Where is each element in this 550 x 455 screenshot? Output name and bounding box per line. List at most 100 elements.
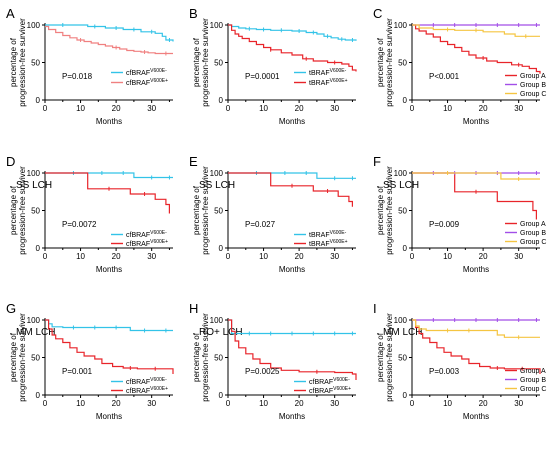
x-tick-label: 30 [514,399,523,408]
panel-letter: H [189,301,198,316]
series-line-0 [412,319,541,374]
y-tick-label: 0 [403,96,408,105]
series-line-1 [45,319,174,374]
y-axis-label: percentage ofprogression-free surviver [376,166,394,255]
x-tick-label: 10 [259,104,268,113]
series-line-0 [45,172,173,179]
y-tick-label: 0 [219,391,224,400]
legend-name: Group C [520,91,546,98]
panel-subtitle: SS LCH [383,180,419,191]
x-tick-label: 0 [226,252,231,261]
y-axis-label-line: percentage of [9,332,18,382]
p-value: P=0.009 [429,220,460,229]
series-line-1 [45,172,170,214]
legend-superscript: V600E+ [330,78,348,84]
x-tick-label: 30 [147,252,156,261]
legend-superscript: V600E- [150,377,167,383]
legend-name: Group A [520,368,546,375]
legend-label: cfBRAFV600E- [126,377,167,386]
y-tick-label: 50 [398,354,407,363]
y-axis-label-line: progression-free surviver [385,18,394,107]
legend-label: Group B [520,377,546,384]
legend-superscript: V600E- [150,230,167,236]
panel-letter: D [6,154,15,169]
legend-label: Group C [520,91,546,98]
y-axis-label-line: percentage of [9,185,18,235]
y-axis-label-line: percentage of [192,37,201,87]
y-axis-label: percentage ofprogression-free surviver [9,166,27,255]
legend-name: tBRAF [309,232,330,239]
legend-label: cfBRAFV600E+ [126,386,168,395]
y-axis-label-line: percentage of [9,37,18,87]
legend-name: cfBRAF [126,80,150,87]
x-tick-label: 0 [410,104,415,113]
x-tick-label: 30 [330,399,339,408]
y-axis-label: percentage ofprogression-free surviver [9,313,27,402]
x-tick-label: 0 [226,399,231,408]
x-tick-label: 20 [112,252,121,261]
y-tick-label: 100 [210,316,224,325]
series-line-0 [412,172,537,220]
legend-label: cfBRAFV600E+ [309,386,351,395]
legend-name: cfBRAF [309,379,333,386]
series-line-1 [228,24,357,72]
p-value: P<0.001 [429,72,460,81]
y-tick-label: 100 [394,316,408,325]
legend-label: Group A [520,73,546,80]
legend-label: Group B [520,82,546,89]
legend-superscript: V600E- [150,68,167,74]
x-axis-label: Months [279,265,305,274]
legend-label: Group C [520,386,546,393]
panel-letter: E [189,154,198,169]
y-tick-label: 100 [394,21,408,30]
y-axis-label-line: progression-free surviver [18,18,27,107]
y-tick-label: 100 [27,169,41,178]
x-axis-label: Months [463,412,489,421]
x-tick-label: 30 [514,104,523,113]
series-line-0 [45,319,173,332]
series-line-1 [228,172,353,207]
y-axis-label-line: progression-free surviver [385,166,394,255]
y-tick-label: 0 [36,391,41,400]
panel-letter: I [373,301,377,316]
x-axis-label: Months [96,265,122,274]
series-line-0 [45,24,174,42]
y-tick-label: 0 [219,244,224,253]
y-axis-label-line: percentage of [192,185,201,235]
y-axis-label: percentage ofprogression-free surviver [376,313,394,402]
legend-name: Group C [520,239,546,246]
legend-label: tBRAFV600E+ [309,78,348,87]
y-tick-label: 100 [210,169,224,178]
y-axis-label-line: percentage of [376,185,385,235]
x-tick-label: 30 [147,104,156,113]
legend-superscript: V600E+ [330,239,348,245]
panel-subtitle: SS LCH [199,180,235,191]
y-axis-label: percentage ofprogression-free surviver [192,18,210,107]
series-line-0 [412,24,541,74]
legend-name: tBRAF [309,70,330,77]
x-tick-label: 0 [43,399,48,408]
y-tick-label: 100 [394,169,408,178]
x-tick-label: 10 [443,399,452,408]
p-value: P=0.027 [245,220,276,229]
x-axis-label: Months [96,412,122,421]
panel-letter: C [373,6,382,21]
legend-name: Group B [520,82,546,89]
series-line-0 [228,319,356,335]
x-axis-label: Months [279,412,305,421]
legend-label: tBRAFV600E- [309,68,347,77]
y-tick-label: 100 [27,21,41,30]
p-value: P=0.0001 [245,72,280,81]
legend-superscript: V600E- [330,68,347,74]
series-line-2 [412,24,540,37]
legend-label: Group A [520,221,546,228]
y-tick-label: 50 [398,207,407,216]
y-axis-label-line: progression-free surviver [18,166,27,255]
y-tick-label: 0 [219,96,224,105]
x-tick-label: 20 [112,104,121,113]
